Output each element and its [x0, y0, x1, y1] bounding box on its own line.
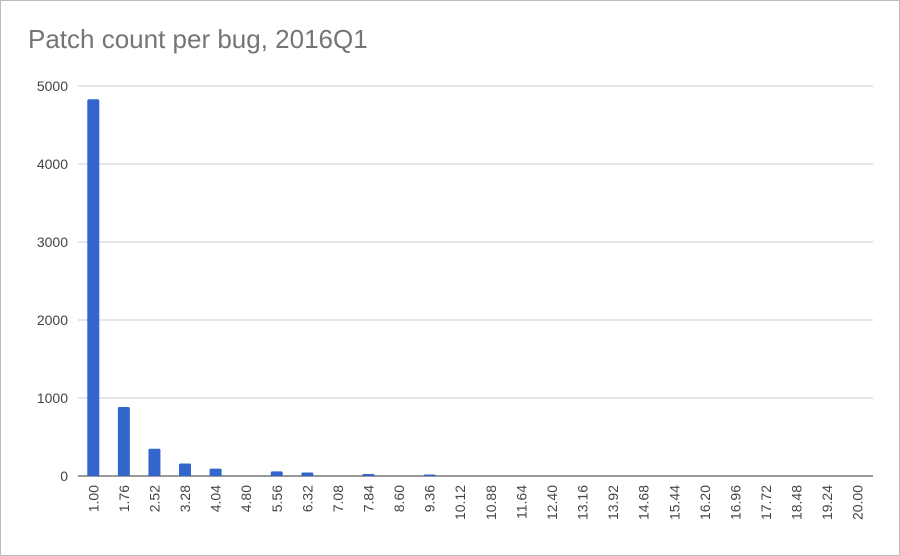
chart-title: Patch count per bug, 2016Q1 [28, 24, 368, 54]
x-tick-label: 16.20 [697, 485, 713, 520]
y-tick-label: 2000 [37, 312, 68, 328]
x-tick-label: 19.24 [819, 485, 835, 520]
x-tick-label: 18.48 [789, 485, 805, 520]
bar [209, 468, 222, 476]
y-tick-label: 3000 [37, 234, 68, 250]
x-tick-label: 13.16 [575, 485, 591, 520]
bar [87, 99, 100, 476]
x-tick-label: 20.00 [850, 485, 866, 520]
y-axis-tick-labels: 0 1000 2000 3000 4000 5000 [37, 78, 68, 484]
y-tick-label: 5000 [37, 78, 68, 94]
bar [148, 448, 161, 476]
y-tick-label: 4000 [37, 156, 68, 172]
x-tick-label: 10.12 [452, 485, 468, 520]
x-tick-label: 16.96 [727, 485, 743, 520]
x-tick-label: 9.36 [422, 485, 438, 512]
x-tick-label: 13.92 [605, 485, 621, 520]
x-tick-label: 2.52 [146, 485, 162, 512]
x-tick-label: 7.08 [330, 485, 346, 512]
x-tick-label: 17.72 [758, 485, 774, 520]
y-tick-label: 0 [60, 468, 68, 484]
x-tick-label: 1.00 [85, 485, 101, 512]
bar [117, 406, 130, 476]
x-tick-label: 11.64 [513, 485, 529, 519]
x-tick-label: 4.80 [238, 485, 254, 512]
bar [423, 474, 436, 476]
bar [301, 472, 314, 476]
x-tick-label: 8.60 [391, 485, 407, 512]
x-tick-label: 7.84 [360, 485, 376, 512]
x-tick-label: 4.04 [208, 485, 224, 512]
gridlines [78, 85, 873, 477]
x-tick-label: 14.68 [636, 485, 652, 520]
bar [362, 474, 375, 476]
x-tick-label: 1.76 [116, 485, 132, 512]
x-tick-label: 12.40 [544, 485, 560, 520]
x-tick-label: 15.44 [666, 485, 682, 520]
y-tick-label: 1000 [37, 390, 68, 406]
x-tick-label: 6.32 [299, 485, 315, 512]
x-tick-label: 3.28 [177, 485, 193, 512]
bars [87, 99, 436, 476]
bar [179, 463, 192, 476]
x-axis-tick-labels: 1.00 1.76 2.52 3.28 4.04 4.80 5.56 6.32 7.08 7.84… [85, 485, 865, 520]
x-tick-label: 5.56 [269, 485, 285, 512]
bar [270, 471, 283, 476]
x-tick-label: 10.88 [483, 485, 499, 520]
